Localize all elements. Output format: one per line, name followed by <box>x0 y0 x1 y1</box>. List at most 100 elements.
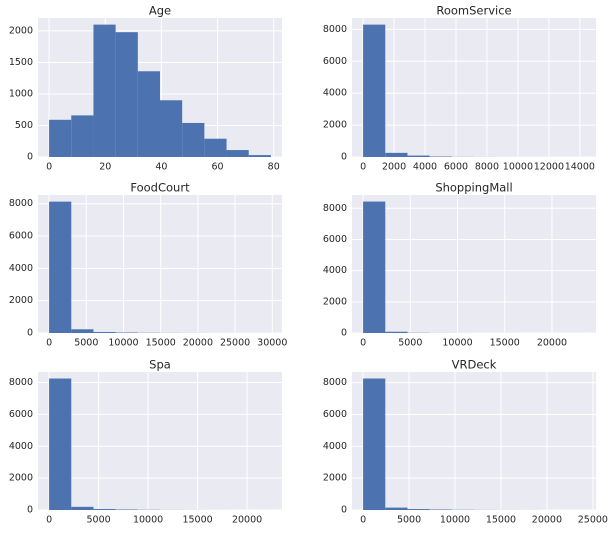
x-tick-label: 15000 <box>486 515 516 526</box>
y-tick-label: 2000 <box>9 295 33 306</box>
y-tick-label: 6000 <box>323 56 347 67</box>
bar <box>71 115 94 157</box>
y-tick-label: 8000 <box>9 377 33 388</box>
x-tick-label: 10000 <box>503 162 533 173</box>
y-tick-label: 2000 <box>323 120 347 131</box>
x-tick-label: 25000 <box>220 338 250 349</box>
y-tick-label: 8000 <box>9 198 33 209</box>
x-tick-label: 20000 <box>183 338 213 349</box>
x-tick-label: 15000 <box>490 338 520 349</box>
x-tick-label: 6000 <box>444 162 468 173</box>
bar <box>137 71 160 157</box>
y-tick-label: 1000 <box>9 88 33 99</box>
bar <box>385 507 408 510</box>
x-tick-label: 60 <box>212 162 224 173</box>
y-tick-label: 4000 <box>323 265 347 276</box>
y-tick-label: 4000 <box>9 263 33 274</box>
bar <box>363 378 386 510</box>
y-tick-label: 0 <box>27 505 33 516</box>
x-tick-label: 5000 <box>86 515 110 526</box>
y-tick-label: 6000 <box>323 234 347 245</box>
x-tick-label: 0 <box>360 515 366 526</box>
x-tick-label: 0 <box>360 338 366 349</box>
x-tick-label: 2000 <box>382 162 406 173</box>
y-tick-label: 4000 <box>323 441 347 452</box>
x-tick-label: 0 <box>360 162 366 173</box>
chart-title: ShoppingMall <box>435 181 512 195</box>
x-tick-label: 25000 <box>578 515 608 526</box>
x-tick-label: 15000 <box>146 338 176 349</box>
x-tick-label: 20 <box>99 162 111 173</box>
x-tick-label: 12000 <box>534 162 564 173</box>
bar <box>226 150 249 157</box>
bar <box>49 119 72 157</box>
x-tick-label: 80 <box>268 162 280 173</box>
x-tick-label: 0 <box>46 338 52 349</box>
bar <box>204 138 227 157</box>
x-tick-label: 40 <box>155 162 167 173</box>
x-tick-label: 0 <box>46 515 52 526</box>
y-tick-label: 0 <box>341 152 347 163</box>
x-tick-label: 5000 <box>398 338 422 349</box>
x-tick-label: 30000 <box>257 338 287 349</box>
chart-title: RoomService <box>436 4 511 18</box>
y-tick-label: 0 <box>341 505 347 516</box>
bar <box>49 378 72 510</box>
y-tick-label: 6000 <box>323 409 347 420</box>
bar <box>363 24 386 157</box>
x-tick-label: 10000 <box>440 515 470 526</box>
bar <box>407 509 430 510</box>
bar <box>182 122 205 157</box>
x-tick-label: 14000 <box>565 162 595 173</box>
x-tick-label: 20000 <box>537 338 567 349</box>
bar <box>71 506 94 510</box>
bar <box>71 329 94 333</box>
y-tick-label: 0 <box>341 328 347 339</box>
x-tick-label: 5000 <box>397 515 421 526</box>
bar <box>385 152 408 157</box>
bar <box>49 201 72 333</box>
bar <box>93 509 116 510</box>
chart-title: Age <box>149 4 171 18</box>
x-tick-label: 10000 <box>133 515 163 526</box>
chart-title: Spa <box>149 358 171 372</box>
y-tick-label: 8000 <box>323 203 347 214</box>
bar <box>248 155 271 157</box>
plot-area <box>38 372 282 510</box>
y-tick-label: 4000 <box>323 88 347 99</box>
plot-area <box>352 372 596 510</box>
y-tick-label: 2000 <box>9 473 33 484</box>
y-tick-label: 2000 <box>323 296 347 307</box>
bar <box>385 331 408 333</box>
bar <box>115 32 138 158</box>
y-tick-label: 6000 <box>9 409 33 420</box>
y-tick-label: 500 <box>15 120 33 131</box>
x-tick-label: 10000 <box>442 338 472 349</box>
plot-area <box>38 195 282 333</box>
chart-title: VRDeck <box>452 358 497 372</box>
bar <box>407 155 430 157</box>
bar <box>160 100 183 157</box>
plot-area <box>352 18 596 157</box>
y-tick-label: 8000 <box>323 377 347 388</box>
x-tick-label: 15000 <box>182 515 212 526</box>
x-tick-label: 5000 <box>74 338 98 349</box>
y-tick-label: 0 <box>27 152 33 163</box>
y-tick-label: 8000 <box>323 24 347 35</box>
y-tick-label: 0 <box>27 328 33 339</box>
y-tick-label: 4000 <box>9 441 33 452</box>
chart-title: FoodCourt <box>130 181 190 195</box>
x-tick-label: 10000 <box>108 338 138 349</box>
bar <box>363 201 386 333</box>
y-tick-label: 2000 <box>323 473 347 484</box>
x-tick-label: 8000 <box>475 162 499 173</box>
y-tick-label: 6000 <box>9 231 33 242</box>
x-tick-label: 20000 <box>232 515 262 526</box>
x-tick-label: 0 <box>46 162 52 173</box>
x-tick-label: 4000 <box>413 162 437 173</box>
bar <box>93 332 116 333</box>
plot-area <box>352 195 596 333</box>
x-tick-label: 20000 <box>532 515 562 526</box>
